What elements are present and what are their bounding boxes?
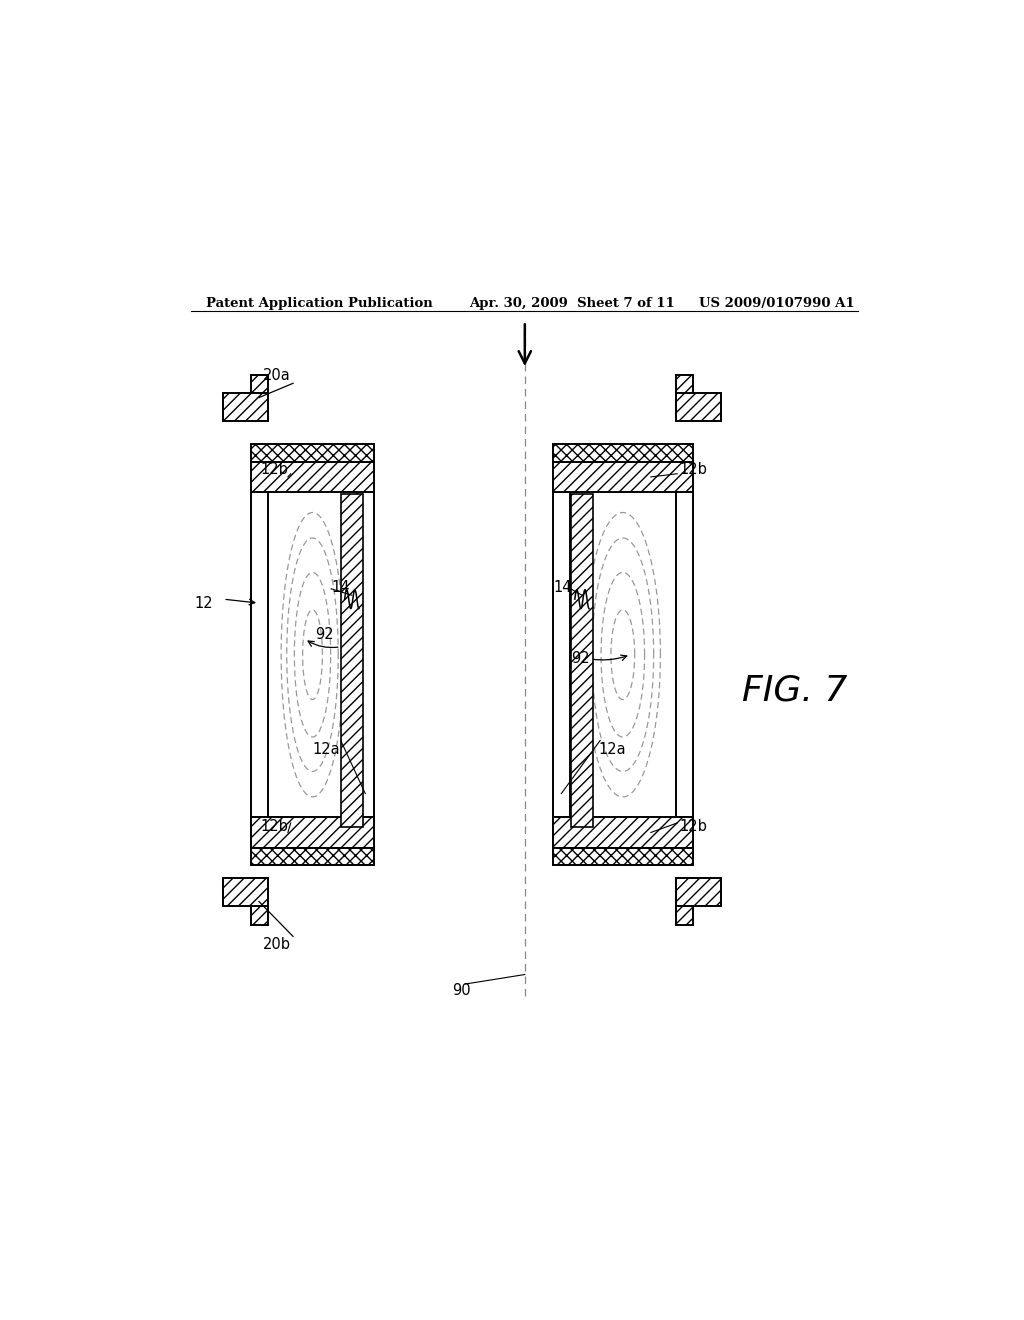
Text: US 2009/0107990 A1: US 2009/0107990 A1: [699, 297, 855, 310]
Bar: [251, 445, 374, 462]
Bar: [553, 492, 570, 817]
Bar: [553, 847, 693, 865]
Text: Apr. 30, 2009  Sheet 7 of 11: Apr. 30, 2009 Sheet 7 of 11: [469, 297, 675, 310]
Bar: [251, 375, 268, 421]
Bar: [223, 879, 268, 906]
Bar: [676, 375, 693, 421]
Bar: [553, 462, 693, 492]
Text: 20b: 20b: [263, 937, 291, 952]
Bar: [676, 879, 721, 906]
Text: 12b: 12b: [679, 820, 707, 834]
Bar: [676, 879, 693, 924]
Text: 12b: 12b: [261, 820, 289, 834]
Bar: [251, 817, 374, 847]
Text: 12a: 12a: [598, 742, 626, 758]
Bar: [341, 494, 362, 826]
Bar: [251, 879, 268, 924]
Text: 92: 92: [571, 651, 590, 667]
Text: 92: 92: [315, 627, 334, 643]
Text: 90: 90: [452, 983, 471, 998]
Text: 14: 14: [554, 579, 572, 595]
Bar: [676, 393, 721, 421]
Bar: [570, 494, 593, 826]
Text: FIG. 7: FIG. 7: [742, 673, 847, 708]
Bar: [251, 847, 374, 865]
Text: 20a: 20a: [263, 368, 291, 383]
Text: 12: 12: [195, 595, 213, 611]
Bar: [223, 393, 268, 421]
Text: Patent Application Publication: Patent Application Publication: [206, 297, 432, 310]
Bar: [553, 817, 693, 847]
Text: 12b: 12b: [679, 462, 707, 478]
Text: 14: 14: [332, 579, 350, 595]
Bar: [676, 492, 693, 817]
Bar: [251, 492, 268, 817]
Bar: [553, 445, 693, 462]
Text: 12a: 12a: [312, 742, 340, 758]
Bar: [251, 462, 374, 492]
Bar: [356, 492, 374, 817]
Text: 12b: 12b: [261, 462, 289, 478]
